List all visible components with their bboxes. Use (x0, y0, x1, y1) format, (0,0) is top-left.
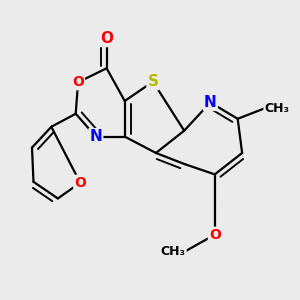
Text: O: O (74, 176, 86, 190)
Text: CH₃: CH₃ (161, 244, 186, 258)
Text: N: N (89, 129, 102, 144)
Text: O: O (100, 31, 113, 46)
Text: O: O (72, 75, 84, 89)
Text: O: O (209, 228, 221, 242)
Text: S: S (148, 74, 158, 89)
Text: CH₃: CH₃ (264, 102, 290, 115)
Text: N: N (204, 95, 217, 110)
